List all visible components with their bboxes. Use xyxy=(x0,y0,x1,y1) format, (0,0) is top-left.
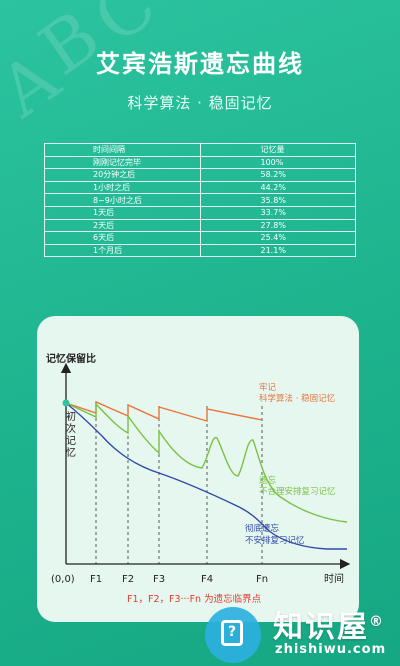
watermark-logo xyxy=(205,607,261,663)
x-tick-label: F2 xyxy=(122,574,134,585)
interval-cell: 8~9小时之后 xyxy=(44,193,201,207)
series-label-firm: 牢记 xyxy=(259,382,277,393)
retention-cell: 25.4% xyxy=(199,231,356,245)
page-title: 艾宾浩斯遗忘曲线 xyxy=(96,50,304,78)
page-subtitle: 科学算法 · 稳固记忆 xyxy=(127,94,273,112)
retention-cell: 35.8% xyxy=(199,193,356,207)
series-label-full-forget: 彻底遗忘 xyxy=(245,523,280,534)
start-point xyxy=(62,399,70,407)
series-sublabel-full-forget: 不安排复习记忆 xyxy=(245,535,305,546)
help-icon: ? xyxy=(221,620,243,646)
series-sublabel-forget: 不合理安排复习记忆 xyxy=(259,486,336,497)
forgetting-curve-card: 记忆保留比 时间 (0,0) F1 F2 F3 F4 Fn 初次记忆 牢记 科学算法 · 稳固… xyxy=(37,316,359,622)
x-tick-label: (0,0) xyxy=(51,574,75,585)
x-tick-label: Fn xyxy=(256,574,268,585)
start-label-char: 记 xyxy=(66,435,76,447)
table-row: 8~9小时之后 35.8% xyxy=(44,193,356,207)
retention-cell: 27.8% xyxy=(199,218,356,233)
registered-mark: ® xyxy=(369,614,385,630)
table-row: 1天后 33.7% xyxy=(44,205,356,220)
start-label-char: 初 xyxy=(66,410,76,423)
interval-cell: 6天后 xyxy=(44,231,201,245)
y-axis-label: 记忆保留比 xyxy=(46,352,96,365)
watermark-name-text: 知识屋 xyxy=(273,610,369,645)
retention-cell: 58.2% xyxy=(199,168,356,182)
interval-cell: 2天后 xyxy=(44,218,201,233)
series-line-full-forget xyxy=(65,402,347,550)
x-axis-label: 时间 xyxy=(324,572,344,585)
table-header-row: 时间间隔 记忆量 xyxy=(44,143,356,157)
interval-cell: 1小时之后 xyxy=(44,180,201,195)
table-row: 1小时之后 44.2% xyxy=(44,180,356,195)
watermark-domain: zhishiwu.com xyxy=(275,642,387,657)
x-tick-label: F1 xyxy=(90,574,102,585)
table-row: 6天后 25.4% xyxy=(44,231,356,245)
series-sublabel-firm: 科学算法 · 稳固记忆 xyxy=(259,393,336,404)
table-row: 2天后 27.8% xyxy=(44,218,356,233)
retention-cell: 21.1% xyxy=(199,243,356,258)
start-label-char: 忆 xyxy=(66,446,76,459)
retention-cell: 44.2% xyxy=(199,180,356,195)
chart-footnote: F1，F2，F3···Fn 为遗忘临界点 xyxy=(127,593,262,605)
retention-cell: 33.7% xyxy=(199,205,356,220)
table-row: 20分钟之后 58.2% xyxy=(44,168,356,182)
x-tick-label: F3 xyxy=(153,574,165,585)
interval-cell: 1个月后 xyxy=(44,243,201,258)
series-label-forget: 遗忘 xyxy=(259,475,277,486)
table-row: 1个月后 21.1% xyxy=(44,243,356,258)
column-header-interval: 时间间隔 xyxy=(44,143,201,157)
x-tick-label: F4 xyxy=(201,574,213,585)
series-line-forget xyxy=(65,402,348,523)
interval-cell: 刚刚记忆完毕 xyxy=(44,155,201,170)
start-label-char: 次 xyxy=(66,422,76,435)
column-header-retention: 记忆量 xyxy=(199,143,356,157)
retention-table: 时间间隔 记忆量 刚刚记忆完毕 100% 20分钟之后 58.2% 1小时之后 44.… xyxy=(44,143,356,258)
interval-cell: 20分钟之后 xyxy=(44,168,201,182)
table-row: 刚刚记忆完毕 100% xyxy=(44,155,356,170)
interval-cell: 1天后 xyxy=(44,205,201,220)
retention-cell: 100% xyxy=(199,155,356,170)
watermark: ? 知识屋® zhishiwu.com xyxy=(205,600,400,666)
watermark-name: 知识屋® xyxy=(273,602,385,646)
